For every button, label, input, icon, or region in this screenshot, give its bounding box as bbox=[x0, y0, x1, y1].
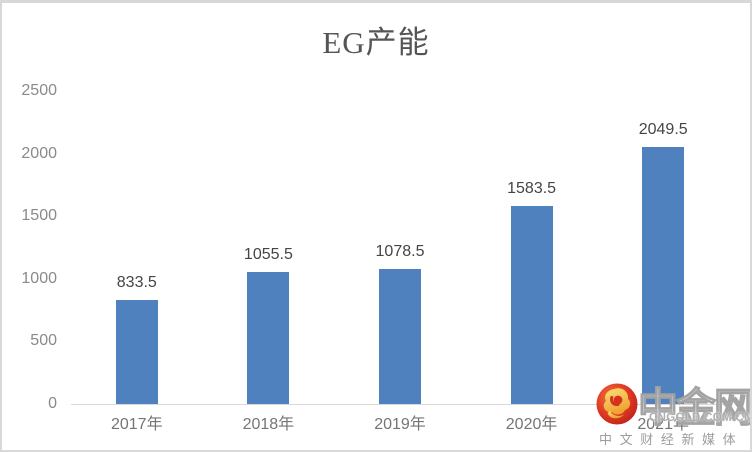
bar-value-label: 1055.5 bbox=[243, 245, 293, 263]
x-axis-line bbox=[71, 404, 729, 405]
x-tick-label: 2021年 bbox=[637, 416, 689, 433]
chart-title: EG产能 bbox=[322, 25, 430, 60]
bar bbox=[510, 205, 553, 404]
y-tick-label: 2500 bbox=[21, 82, 57, 99]
y-tick-label: 0 bbox=[48, 395, 57, 412]
x-tick-label: 2017年 bbox=[110, 416, 163, 433]
plot-area: 0 500 1000 1500 2000 2500 833.5 1055.5 1078.5 15… bbox=[2, 3, 750, 450]
y-tick-label: 500 bbox=[30, 332, 57, 350]
x-tick-label: 2019年 bbox=[374, 416, 426, 433]
x-tick-label: 2018年 bbox=[242, 416, 295, 433]
bar-value-label: 1078.5 bbox=[375, 242, 425, 260]
bar-value-label: 2049.5 bbox=[638, 121, 688, 139]
bar-value-label: 1583.5 bbox=[507, 179, 557, 197]
y-tick-label: 2000 bbox=[21, 144, 57, 162]
bar bbox=[642, 147, 685, 404]
y-tick-label: 1000 bbox=[21, 269, 57, 287]
bar bbox=[379, 268, 421, 404]
bar bbox=[115, 299, 158, 404]
bar-value-label: 833.5 bbox=[116, 273, 157, 291]
x-tick-label: 2020年 bbox=[505, 416, 558, 433]
y-tick-label: 1500 bbox=[21, 207, 57, 225]
bar bbox=[247, 271, 290, 404]
